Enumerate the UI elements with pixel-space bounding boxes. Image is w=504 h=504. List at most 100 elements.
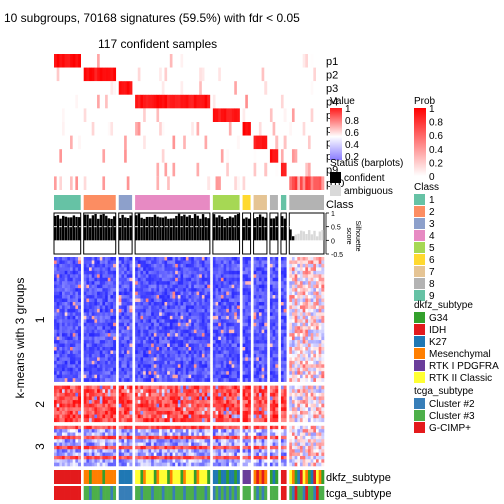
heatmap-cell [140,389,144,394]
heatmap-cell [167,312,171,317]
heatmap-cell [228,257,232,261]
prob-cell [207,135,211,150]
heatmap-cell [83,263,87,268]
heatmap-cell [305,336,309,341]
heatmap-cell [175,374,179,379]
heatmap-cell [291,315,295,320]
heatmap-cell [199,274,203,279]
heatmap-cell [269,326,273,330]
prob-cell [185,94,189,109]
heatmap-cell [191,407,195,412]
prob-cell [264,94,268,109]
heatmap-cell [215,257,219,261]
heatmap-cell [137,326,141,330]
prob-cell [193,54,197,68]
prob-cell [86,122,90,136]
heatmap-cell [86,400,90,405]
heatmap-cell [269,284,273,289]
heatmap-cell [56,267,60,272]
prob-cell [201,176,205,190]
heatmap-cell [94,315,98,320]
heatmap-cell [321,322,325,327]
heatmap-cell [102,315,106,320]
heatmap-cell [315,260,319,265]
heatmap-cell [110,288,114,292]
heatmap-cell [75,396,79,401]
prob-cell [172,122,176,136]
heatmap-cell [59,396,63,401]
heatmap-cell [193,378,197,382]
silhouette-bar [207,218,210,241]
prob-cell [172,149,176,163]
heatmap-cell [220,302,224,306]
heatmap-cell [297,302,301,306]
heatmap-cell [313,389,317,394]
heatmap-cell [315,336,319,341]
heatmap-cell [107,312,111,317]
heatmap-cell [102,392,106,397]
heatmap-cell [169,371,173,375]
heatmap-cell [196,257,200,261]
heatmap-cell [315,319,319,324]
heatmap-cell [110,347,114,351]
heatmap-cell [113,302,117,306]
heatmap-cell [297,357,301,362]
heatmap-cell [129,347,133,351]
heatmap-cell [105,284,109,289]
heatmap-cell [153,385,157,390]
heatmap-cell [118,343,122,348]
heatmap-cell [175,353,179,358]
prob-cell [121,54,125,68]
prob-cell [145,94,149,109]
heatmap-cell [218,360,222,365]
prob-cell [199,135,203,150]
heatmap-cell [313,260,317,265]
heatmap-cell [318,371,322,375]
heatmap-cell [175,371,179,375]
heatmap-cell [140,374,144,379]
prob-cell [245,176,249,190]
heatmap-cell [137,308,141,313]
prob-cell [62,176,65,190]
heatmap-cell [137,319,141,324]
heatmap-cell [215,263,219,268]
heatmap-cell [67,353,71,358]
prob-cell [97,81,101,95]
heatmap-cell [72,347,76,351]
heatmap-cell [275,326,279,330]
heatmap-cell [299,263,303,268]
prob-cell [107,162,111,177]
heatmap-cell [56,407,60,412]
heatmap-cell [91,315,95,320]
heatmap-cell [135,333,139,337]
heatmap-cell [54,319,57,324]
heatmap-cell [102,407,106,412]
heatmap-cell [110,274,114,279]
heatmap-cell [62,357,65,362]
heatmap-cell [272,329,276,334]
heatmap-cell [121,315,125,320]
heatmap-cell [291,385,295,390]
silhouette-bar [236,213,240,241]
heatmap-cell [234,322,238,327]
prob-cell [253,135,257,150]
heatmap-cell [135,350,139,355]
heatmap-cell [310,291,314,296]
heatmap-cell [56,295,60,299]
heatmap-cell [164,385,168,390]
prob-cell [212,162,216,177]
heatmap-cell [135,319,139,324]
heatmap-cell [54,353,57,358]
heatmap-cell [110,407,114,412]
heatmap-cell [97,410,101,415]
heatmap-cell [78,407,81,412]
heatmap-cell [321,364,325,369]
heatmap-cell [148,343,152,348]
heatmap-cell [72,385,76,390]
heatmap-cell [318,392,322,397]
heatmap-cell [129,302,133,306]
prob-cell [177,162,181,177]
heatmap-cell [305,364,309,369]
heatmap-cell [180,295,184,299]
heatmap-cell [137,360,141,365]
